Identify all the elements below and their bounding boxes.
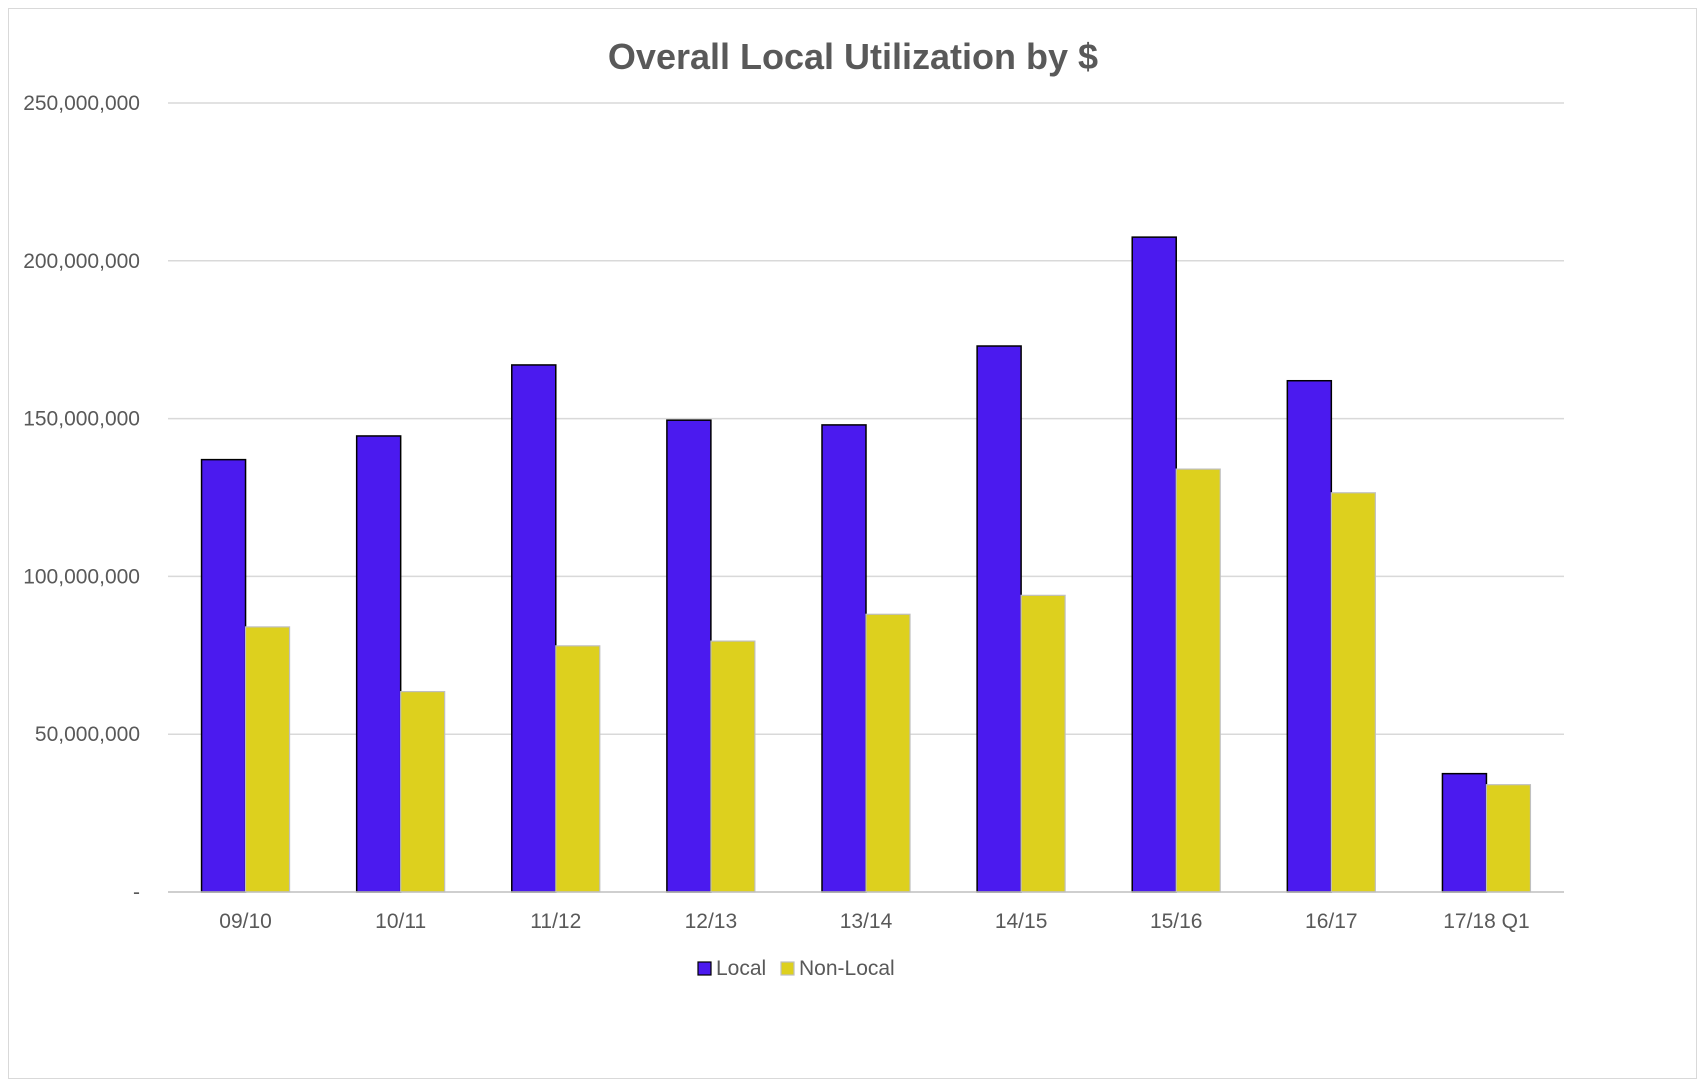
bar-local [1286,379,1333,893]
x-tick-label: 17/18 Q1 [1443,910,1529,933]
bar-non-local [244,626,291,893]
bar-non-local [865,613,911,893]
bar-non-local [555,645,601,893]
bar-local [355,435,402,893]
bar-chart: Overall Local Utilization by $ - 50,000,0… [23,36,1564,980]
y-tick-label: 250,000,000 [23,92,140,115]
y-tick-label: 150,000,000 [23,408,140,431]
legend-swatch-non-local [780,961,795,976]
bar-local [976,345,1022,893]
bar-non-local [1330,492,1376,893]
bar-non-local [710,640,756,893]
x-tick-label: 15/16 [1150,910,1203,933]
y-tick-label: 50,000,000 [35,723,140,746]
bar-local [200,458,247,893]
bar-local [1441,772,1488,893]
legend: Local Non-Local [697,957,895,980]
x-tick-label: 11/12 [530,910,581,933]
bar-non-local [1175,468,1221,893]
x-tick-label: 13/14 [840,910,893,933]
bar-non-local [400,690,446,893]
x-tick-label: 12/13 [685,910,738,933]
y-tick-label: - [133,881,140,904]
x-axis-tick-labels: 09/10 10/11 11/12 12/13 13/14 14/15 15/16 16/17… [219,910,1529,933]
bar-non-local [1485,784,1532,893]
bar-local [666,419,712,893]
y-tick-label: 200,000,000 [23,250,140,273]
bar-non-local [1020,594,1066,893]
x-tick-label: 14/15 [995,910,1048,933]
legend-label-non-local: Non-Local [799,957,895,980]
bars [200,236,1532,893]
x-tick-label: 16/17 [1305,910,1358,933]
legend-swatch-local [697,961,712,976]
legend-label-local: Local [716,957,766,980]
x-tick-label: 10/11 [375,910,426,933]
bar-local [1131,236,1177,893]
chart-title: Overall Local Utilization by $ [608,36,1098,77]
y-axis-tick-labels: - 50,000,000 100,000,000 150,000,000 200,000… [23,92,140,904]
y-tick-label: 100,000,000 [23,565,140,588]
chart-frame: Overall Local Utilization by $ - 50,000,0… [8,8,1697,1079]
bar-local [511,364,557,893]
bar-local [821,424,867,893]
x-tick-label: 09/10 [219,910,272,933]
